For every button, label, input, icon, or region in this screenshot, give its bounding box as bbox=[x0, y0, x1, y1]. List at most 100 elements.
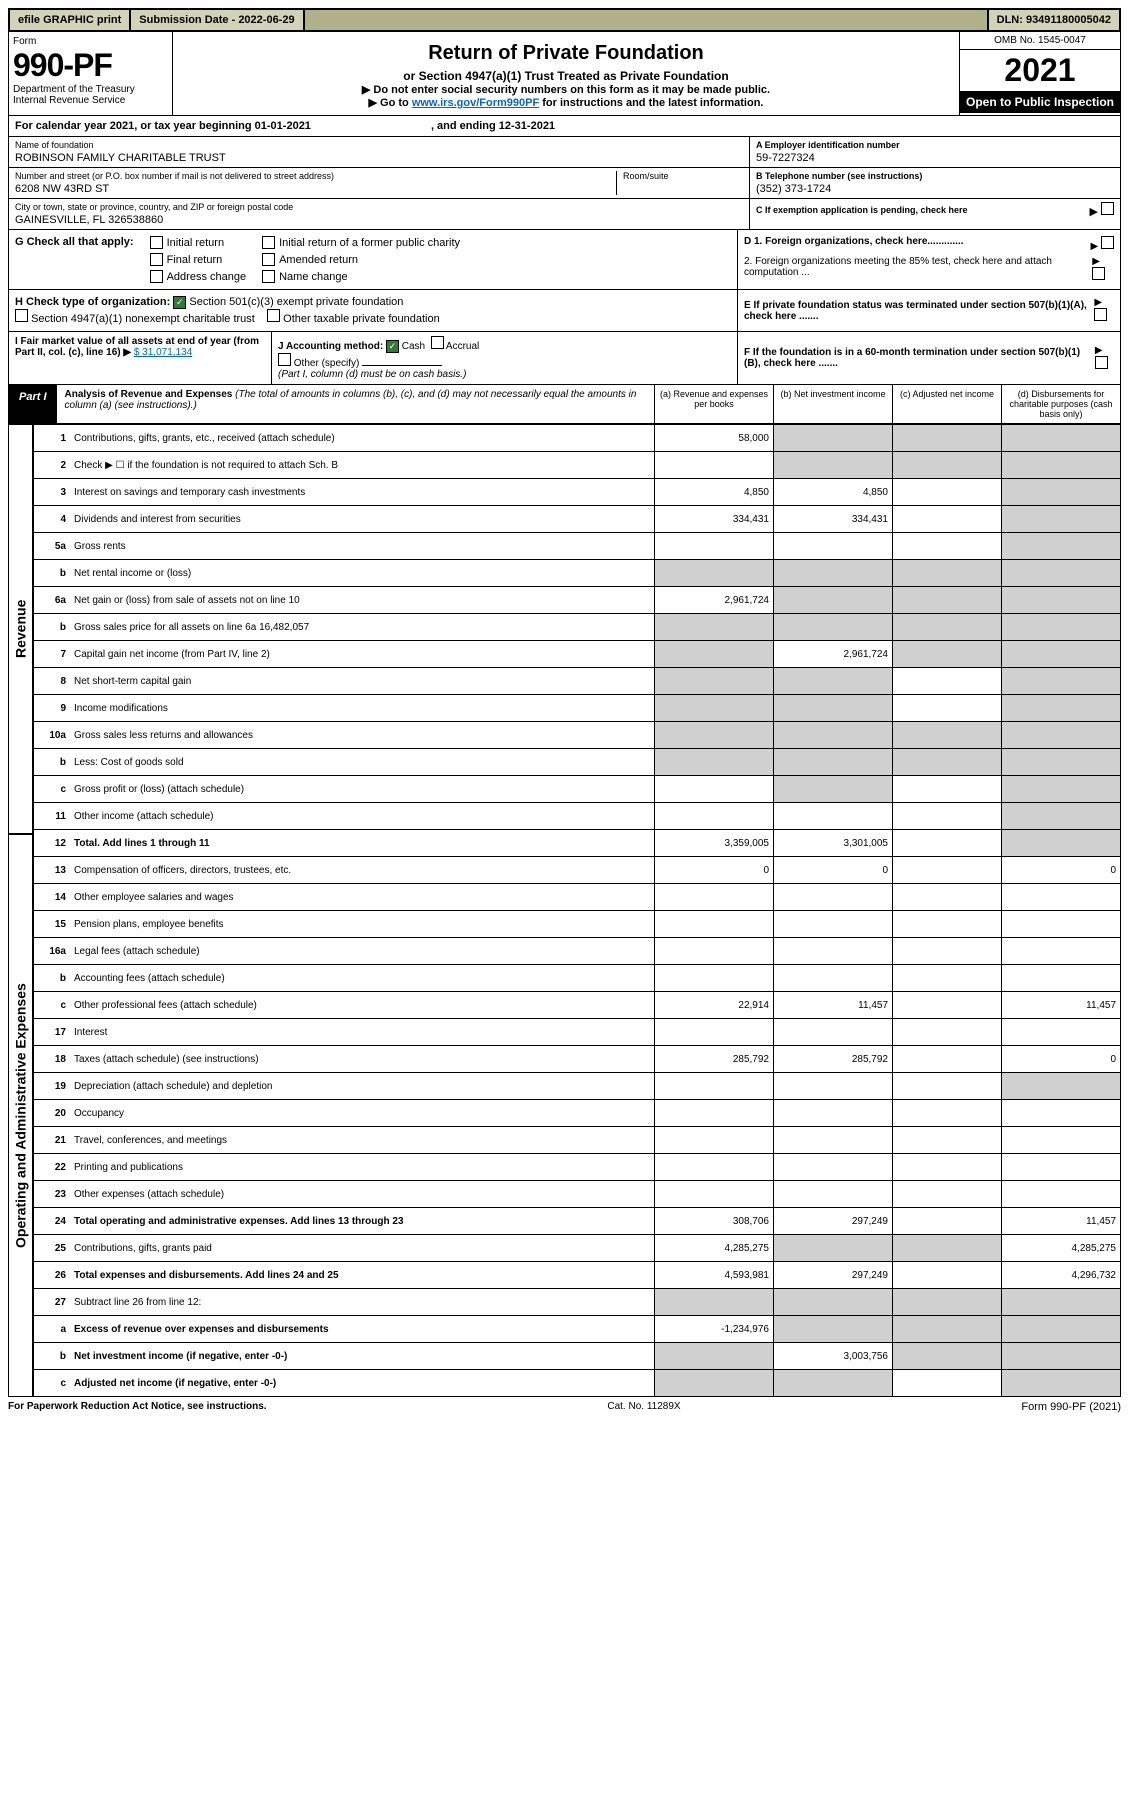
form-header: Form 990-PF Department of the Treasury I… bbox=[8, 32, 1121, 116]
cash-checkbox[interactable]: ✓ bbox=[386, 340, 399, 353]
d1-checkbox[interactable] bbox=[1101, 236, 1114, 249]
entity-info: Name of foundation ROBINSON FAMILY CHARI… bbox=[8, 137, 1121, 230]
table-row: 11Other income (attach schedule) bbox=[34, 803, 1121, 830]
instr-goto-post: for instructions and the latest informat… bbox=[542, 97, 763, 109]
table-row: 20Occupancy bbox=[34, 1100, 1121, 1127]
f-label: F If the foundation is in a 60-month ter… bbox=[744, 347, 1095, 369]
accrual-checkbox[interactable] bbox=[431, 336, 444, 349]
fmv-value[interactable]: $ 31,071,134 bbox=[134, 347, 192, 358]
501c3-checkbox[interactable]: ✓ bbox=[173, 296, 186, 309]
h-label: H Check type of organization: bbox=[15, 296, 170, 308]
omb-number: OMB No. 1545-0047 bbox=[960, 32, 1120, 50]
irs-label: Internal Revenue Service bbox=[13, 95, 168, 106]
tax-year: 2021 bbox=[960, 50, 1120, 91]
table-row: 24Total operating and administrative exp… bbox=[34, 1208, 1121, 1235]
table-row: 27Subtract line 26 from line 12: bbox=[34, 1289, 1121, 1316]
form990pf-link[interactable]: www.irs.gov/Form990PF bbox=[412, 97, 539, 109]
initial-return-checkbox[interactable] bbox=[150, 236, 163, 249]
former-charity-checkbox[interactable] bbox=[262, 236, 275, 249]
address-change-checkbox[interactable] bbox=[150, 270, 163, 283]
ein-value: 59-7227324 bbox=[756, 150, 1114, 164]
section-h-e: H Check type of organization: ✓ Section … bbox=[8, 290, 1121, 332]
table-row: 9Income modifications bbox=[34, 695, 1121, 722]
form-number: 990-PF bbox=[13, 47, 168, 84]
table-row: aExcess of revenue over expenses and dis… bbox=[34, 1316, 1121, 1343]
section-g-d: G Check all that apply: Initial return F… bbox=[8, 230, 1121, 290]
table-row: 19Depreciation (attach schedule) and dep… bbox=[34, 1073, 1121, 1100]
col-c-header: (c) Adjusted net income bbox=[892, 385, 1001, 423]
table-row: 6aNet gain or (loss) from sale of assets… bbox=[34, 587, 1121, 614]
table-row: bLess: Cost of goods sold bbox=[34, 749, 1121, 776]
room-label: Room/suite bbox=[623, 171, 743, 181]
part1-title: Analysis of Revenue and Expenses bbox=[65, 389, 233, 400]
table-row: 15Pension plans, employee benefits bbox=[34, 911, 1121, 938]
table-row: bNet rental income or (loss) bbox=[34, 560, 1121, 587]
col-a-header: (a) Revenue and expenses per books bbox=[654, 385, 773, 423]
e-label: E If private foundation status was termi… bbox=[744, 300, 1094, 322]
exemption-checkbox[interactable] bbox=[1101, 202, 1114, 215]
table-row: 17Interest bbox=[34, 1019, 1121, 1046]
ein-label: A Employer identification number bbox=[756, 140, 1114, 150]
4947-checkbox[interactable] bbox=[15, 309, 28, 322]
form-title: Return of Private Foundation bbox=[179, 42, 953, 65]
table-row: cAdjusted net income (if negative, enter… bbox=[34, 1370, 1121, 1397]
part1-header: Part I Analysis of Revenue and Expenses … bbox=[8, 385, 1121, 424]
paperwork-notice: For Paperwork Reduction Act Notice, see … bbox=[8, 1401, 267, 1413]
d2-checkbox[interactable] bbox=[1092, 267, 1105, 280]
street-address: 6208 NW 43RD ST bbox=[15, 181, 616, 195]
instr-goto-pre: ▶ Go to bbox=[369, 97, 412, 109]
table-row: 26Total expenses and disbursements. Add … bbox=[34, 1262, 1121, 1289]
table-row: 14Other employee salaries and wages bbox=[34, 884, 1121, 911]
part1-table: 1Contributions, gifts, grants, etc., rec… bbox=[33, 424, 1121, 1397]
amended-return-checkbox[interactable] bbox=[262, 253, 275, 266]
table-row: 7Capital gain net income (from Part IV, … bbox=[34, 641, 1121, 668]
other-method-checkbox[interactable] bbox=[278, 353, 291, 366]
table-row: cGross profit or (loss) (attach schedule… bbox=[34, 776, 1121, 803]
d2-label: 2. Foreign organizations meeting the 85%… bbox=[744, 256, 1092, 283]
f-checkbox[interactable] bbox=[1095, 356, 1108, 369]
other-taxable-checkbox[interactable] bbox=[267, 309, 280, 322]
foundation-name: ROBINSON FAMILY CHARITABLE TRUST bbox=[15, 150, 743, 164]
table-row: 4Dividends and interest from securities3… bbox=[34, 506, 1121, 533]
form-label: Form bbox=[13, 36, 168, 47]
j-note: (Part I, column (d) must be on cash basi… bbox=[278, 369, 466, 380]
e-checkbox[interactable] bbox=[1094, 308, 1107, 321]
col-d-header: (d) Disbursements for charitable purpose… bbox=[1001, 385, 1120, 423]
j-label: J Accounting method: bbox=[278, 341, 383, 352]
table-row: bGross sales price for all assets on lin… bbox=[34, 614, 1121, 641]
city-state-zip: GAINESVILLE, FL 326538860 bbox=[15, 212, 743, 226]
g-label: G Check all that apply: bbox=[15, 236, 134, 248]
table-row: 5aGross rents bbox=[34, 533, 1121, 560]
table-row: bNet investment income (if negative, ent… bbox=[34, 1343, 1121, 1370]
part1-label: Part I bbox=[9, 385, 57, 423]
table-row: bAccounting fees (attach schedule) bbox=[34, 965, 1121, 992]
table-row: 21Travel, conferences, and meetings bbox=[34, 1127, 1121, 1154]
submission-date: Submission Date - 2022-06-29 bbox=[131, 10, 304, 30]
table-row: 2Check ▶ ☐ if the foundation is not requ… bbox=[34, 452, 1121, 479]
catalog-number: Cat. No. 11289X bbox=[607, 1401, 680, 1413]
name-label: Name of foundation bbox=[15, 140, 743, 150]
name-change-checkbox[interactable] bbox=[262, 270, 275, 283]
efile-button[interactable]: efile GRAPHIC print bbox=[10, 10, 131, 30]
dept-treasury: Department of the Treasury bbox=[13, 84, 168, 95]
revenue-label: Revenue bbox=[9, 424, 33, 834]
col-b-header: (b) Net investment income bbox=[773, 385, 892, 423]
table-row: 16aLegal fees (attach schedule) bbox=[34, 938, 1121, 965]
table-row: 8Net short-term capital gain bbox=[34, 668, 1121, 695]
table-row: 22Printing and publications bbox=[34, 1154, 1121, 1181]
spacer bbox=[305, 10, 989, 30]
phone-value: (352) 373-1724 bbox=[756, 181, 1114, 195]
table-row: 10aGross sales less returns and allowanc… bbox=[34, 722, 1121, 749]
instr-ssn: ▶ Do not enter social security numbers o… bbox=[179, 83, 953, 96]
page-footer: For Paperwork Reduction Act Notice, see … bbox=[8, 1397, 1121, 1417]
table-row: 3Interest on savings and temporary cash … bbox=[34, 479, 1121, 506]
calendar-year-row: For calendar year 2021, or tax year begi… bbox=[8, 116, 1121, 137]
table-row: 12Total. Add lines 1 through 113,359,005… bbox=[34, 830, 1121, 857]
expenses-label: Operating and Administrative Expenses bbox=[9, 834, 33, 1397]
section-ijf: I Fair market value of all assets at end… bbox=[8, 332, 1121, 385]
table-row: 1Contributions, gifts, grants, etc., rec… bbox=[34, 425, 1121, 452]
form-ref: Form 990-PF (2021) bbox=[1021, 1401, 1121, 1413]
table-row: 25Contributions, gifts, grants paid4,285… bbox=[34, 1235, 1121, 1262]
final-return-checkbox[interactable] bbox=[150, 253, 163, 266]
form-subtitle: or Section 4947(a)(1) Trust Treated as P… bbox=[179, 69, 953, 83]
